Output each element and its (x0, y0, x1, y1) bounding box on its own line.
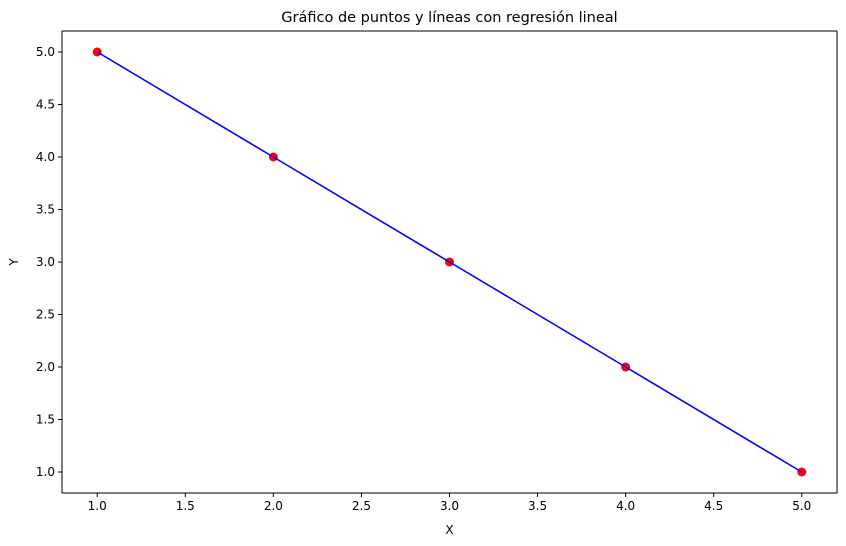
series-layer (92, 47, 807, 477)
x-tick-label: 3.5 (528, 499, 547, 513)
y-axis: 1.0 1.5 2.0 2.5 3.0 3.5 4.0 4.5 5.0 (36, 45, 62, 479)
y-tick-label: 1.5 (36, 413, 55, 427)
y-axis-label: Y (7, 258, 21, 267)
x-tick-label: 5.0 (792, 499, 811, 513)
y-tick-label: 4.5 (36, 98, 55, 112)
x-axis: 1.0 1.5 2.0 2.5 3.0 3.5 4.0 4.5 5.0 (88, 493, 811, 513)
x-tick-label: 1.5 (176, 499, 195, 513)
y-tick-label: 3.0 (36, 255, 55, 269)
y-tick-label: 2.0 (36, 360, 55, 374)
y-tick-label: 1.0 (36, 465, 55, 479)
x-tick-label: 4.0 (616, 499, 635, 513)
x-tick-label: 2.0 (264, 499, 283, 513)
y-tick-label: 5.0 (36, 45, 55, 59)
x-tick-label: 3.0 (440, 499, 459, 513)
y-tick-label: 4.0 (36, 150, 55, 164)
y-tick-label: 2.5 (36, 308, 55, 322)
x-tick-label: 2.5 (352, 499, 371, 513)
x-tick-label: 1.0 (88, 499, 107, 513)
regression-line (96, 51, 803, 473)
x-axis-label: X (445, 523, 453, 537)
x-tick-label: 4.5 (704, 499, 723, 513)
chart-title: Gráfico de puntos y líneas con regresión… (281, 10, 617, 26)
y-tick-label: 3.5 (36, 203, 55, 217)
